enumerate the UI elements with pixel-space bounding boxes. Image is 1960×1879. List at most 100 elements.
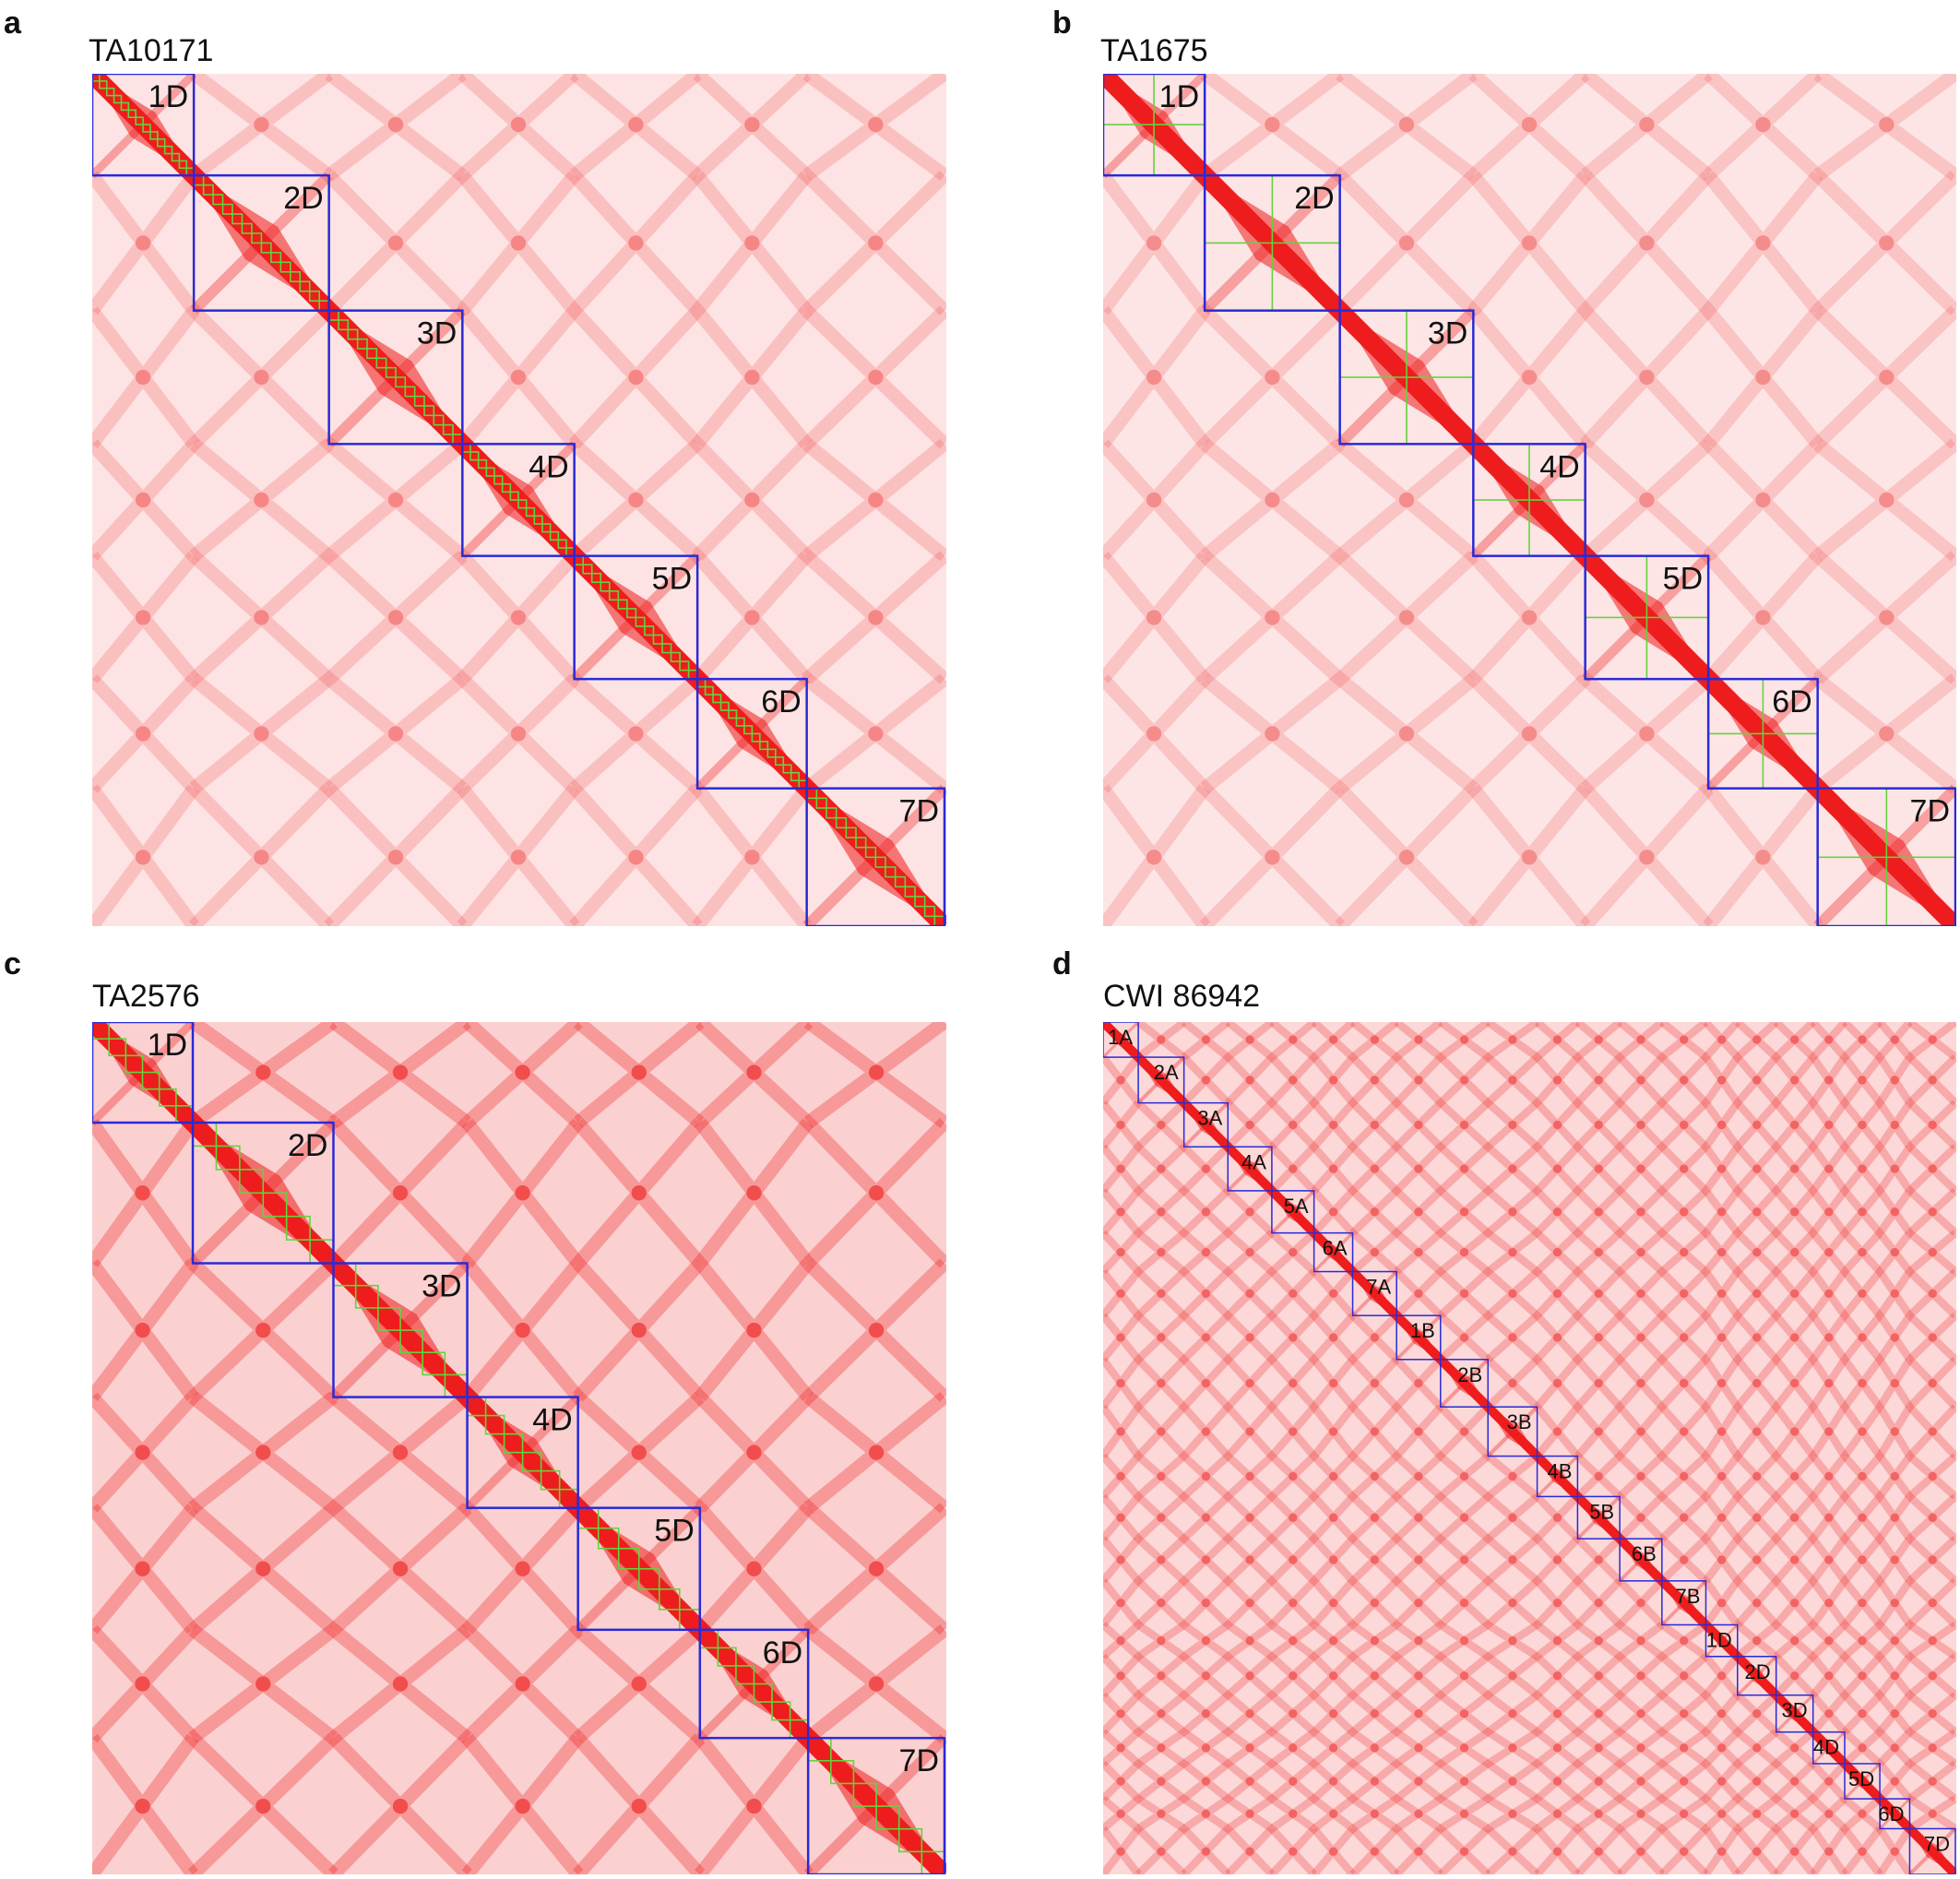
interchromosomal-cross xyxy=(569,305,703,449)
centromere-contact-dot xyxy=(1890,1035,1899,1044)
interchromosomal-cross xyxy=(1135,1022,1187,1061)
interchromosomal-cross xyxy=(1135,1692,1187,1735)
centromere-contact-dot xyxy=(1459,1076,1469,1085)
centromere-contact-dot xyxy=(255,1676,271,1692)
interchromosomal-cross xyxy=(1349,1692,1399,1735)
centromere-contact-dot xyxy=(1398,610,1415,625)
interchromosomal-cross xyxy=(1810,1826,1848,1874)
contig-box xyxy=(753,1683,773,1703)
interchromosomal-cross xyxy=(1907,1653,1956,1698)
contig-box xyxy=(719,701,730,711)
chromosome-box xyxy=(92,1022,195,1124)
contig-box xyxy=(751,732,761,743)
centromere-contact-dot xyxy=(1328,1333,1338,1342)
chromosome-label: 7D xyxy=(1924,1832,1950,1855)
contig-box xyxy=(149,131,159,140)
contig-box xyxy=(127,109,137,118)
interchromosomal-cross xyxy=(1349,1825,1400,1874)
centromere-contact-dot xyxy=(135,1322,150,1338)
centromere-contact-dot xyxy=(1370,1076,1380,1085)
interchromosomal-cross xyxy=(1437,1268,1491,1319)
interchromosomal-cross xyxy=(457,305,580,449)
centromere-contact-dot xyxy=(1459,1035,1469,1044)
centromere-contact-dot xyxy=(1116,1427,1125,1436)
centromere-contact-dot xyxy=(1552,1809,1562,1818)
interchromosomal-cross xyxy=(1103,1188,1142,1236)
interchromosomal-cross xyxy=(1907,1356,1956,1410)
chromosome-box xyxy=(1737,1656,1777,1696)
interchromosomal-cross xyxy=(1485,1577,1540,1628)
centromere-contact-dot xyxy=(1716,1378,1727,1388)
interchromosomal-cross xyxy=(1103,551,1210,684)
interchromosomal-cross xyxy=(1841,1453,1883,1500)
centromere-contact-dot xyxy=(254,610,269,625)
centromere-contact-dot xyxy=(1414,1743,1423,1753)
centromere-contact-dot xyxy=(1890,1598,1899,1608)
interchromosomal-cross xyxy=(1181,1692,1230,1735)
chromosome-box xyxy=(1584,554,1710,681)
interchromosomal-cross xyxy=(1574,1577,1623,1628)
centromere-contact-dot xyxy=(1508,1035,1517,1044)
centromere-contact-dot xyxy=(1157,1555,1166,1564)
interchromosomal-cross xyxy=(1876,1100,1913,1149)
interchromosomal-cross xyxy=(1617,1313,1665,1362)
interchromosomal-cross xyxy=(1842,1622,1883,1659)
centromere-contact-dot xyxy=(1157,1777,1166,1786)
centromere-contact-dot xyxy=(1928,1471,1937,1481)
centromere-contact-dot xyxy=(1755,850,1771,865)
interchromosomal-cross xyxy=(1350,1795,1399,1832)
centromere-contact-dot xyxy=(1414,1035,1423,1044)
interchromosomal-cross xyxy=(1349,1054,1400,1106)
centromere-contact-dot xyxy=(1116,1671,1125,1681)
centromere-contact-dot xyxy=(1755,492,1771,508)
interchromosomal-cross xyxy=(1703,439,1823,561)
interchromosomal-cross xyxy=(569,74,702,181)
interchromosomal-cross xyxy=(1182,1729,1230,1767)
centromere-contact-dot xyxy=(1716,1847,1727,1856)
interchromosomal-cross xyxy=(1810,1230,1848,1275)
contig-box xyxy=(221,203,233,215)
centromere-contact-dot xyxy=(1716,1076,1727,1085)
centromere-contact-dot xyxy=(1508,1378,1517,1388)
contig-box xyxy=(385,366,397,378)
interchromosomal-cross xyxy=(1437,1144,1491,1195)
centromere-contact-dot xyxy=(1289,1777,1298,1786)
interchromosomal-cross xyxy=(1135,1187,1187,1236)
interchromosomal-cross xyxy=(1485,1453,1540,1500)
centromere-contact-dot xyxy=(1289,1247,1298,1257)
chromosome-label: 1D xyxy=(1159,79,1199,114)
interchromosomal-cross xyxy=(1134,1404,1187,1459)
centromere-contact-dot xyxy=(1265,850,1280,865)
centromere-contact-dot xyxy=(1459,1809,1469,1818)
interchromosomal-cross xyxy=(1135,1653,1187,1698)
centromere-contact-dot xyxy=(1879,492,1895,508)
centromere-contact-dot xyxy=(628,235,644,251)
centromere-contact-dot xyxy=(1824,1555,1834,1564)
centromere-contact-dot xyxy=(1508,1743,1517,1753)
contig-box xyxy=(875,1805,900,1830)
interchromosomal-cross xyxy=(1103,171,1211,315)
centromere-contact-dot xyxy=(1328,1743,1338,1753)
interchromosomal-cross xyxy=(1225,1536,1275,1584)
centromere-contact-dot xyxy=(1508,1777,1517,1786)
centromere-contact-dot xyxy=(631,1064,647,1080)
chromosome-box xyxy=(573,554,699,681)
chromosome-label: 6A xyxy=(1323,1237,1348,1260)
interchromosomal-cross xyxy=(1199,305,1345,449)
chromosome-label: 2A xyxy=(1154,1061,1179,1084)
centromere-contact-dot xyxy=(1265,610,1280,625)
centromere-contact-dot xyxy=(1824,1635,1834,1646)
interchromosomal-cross xyxy=(1393,1404,1443,1459)
interchromosomal-cross xyxy=(1574,1356,1623,1410)
centromere-contact-dot xyxy=(1639,850,1655,865)
interchromosomal-cross xyxy=(1734,1054,1779,1106)
interchromosomal-cross xyxy=(1394,1268,1443,1319)
centromere-contact-dot xyxy=(1858,1076,1867,1085)
chromosome-box xyxy=(1271,1190,1315,1234)
interchromosomal-cross xyxy=(1658,1313,1709,1362)
centromere-contact-dot xyxy=(1716,1743,1727,1753)
centromere-contact-dot xyxy=(1858,1247,1867,1257)
interchromosomal-cross xyxy=(1269,1692,1317,1735)
centromere-contact-dot xyxy=(1639,369,1655,386)
centromere-contact-dot xyxy=(1928,1378,1937,1388)
